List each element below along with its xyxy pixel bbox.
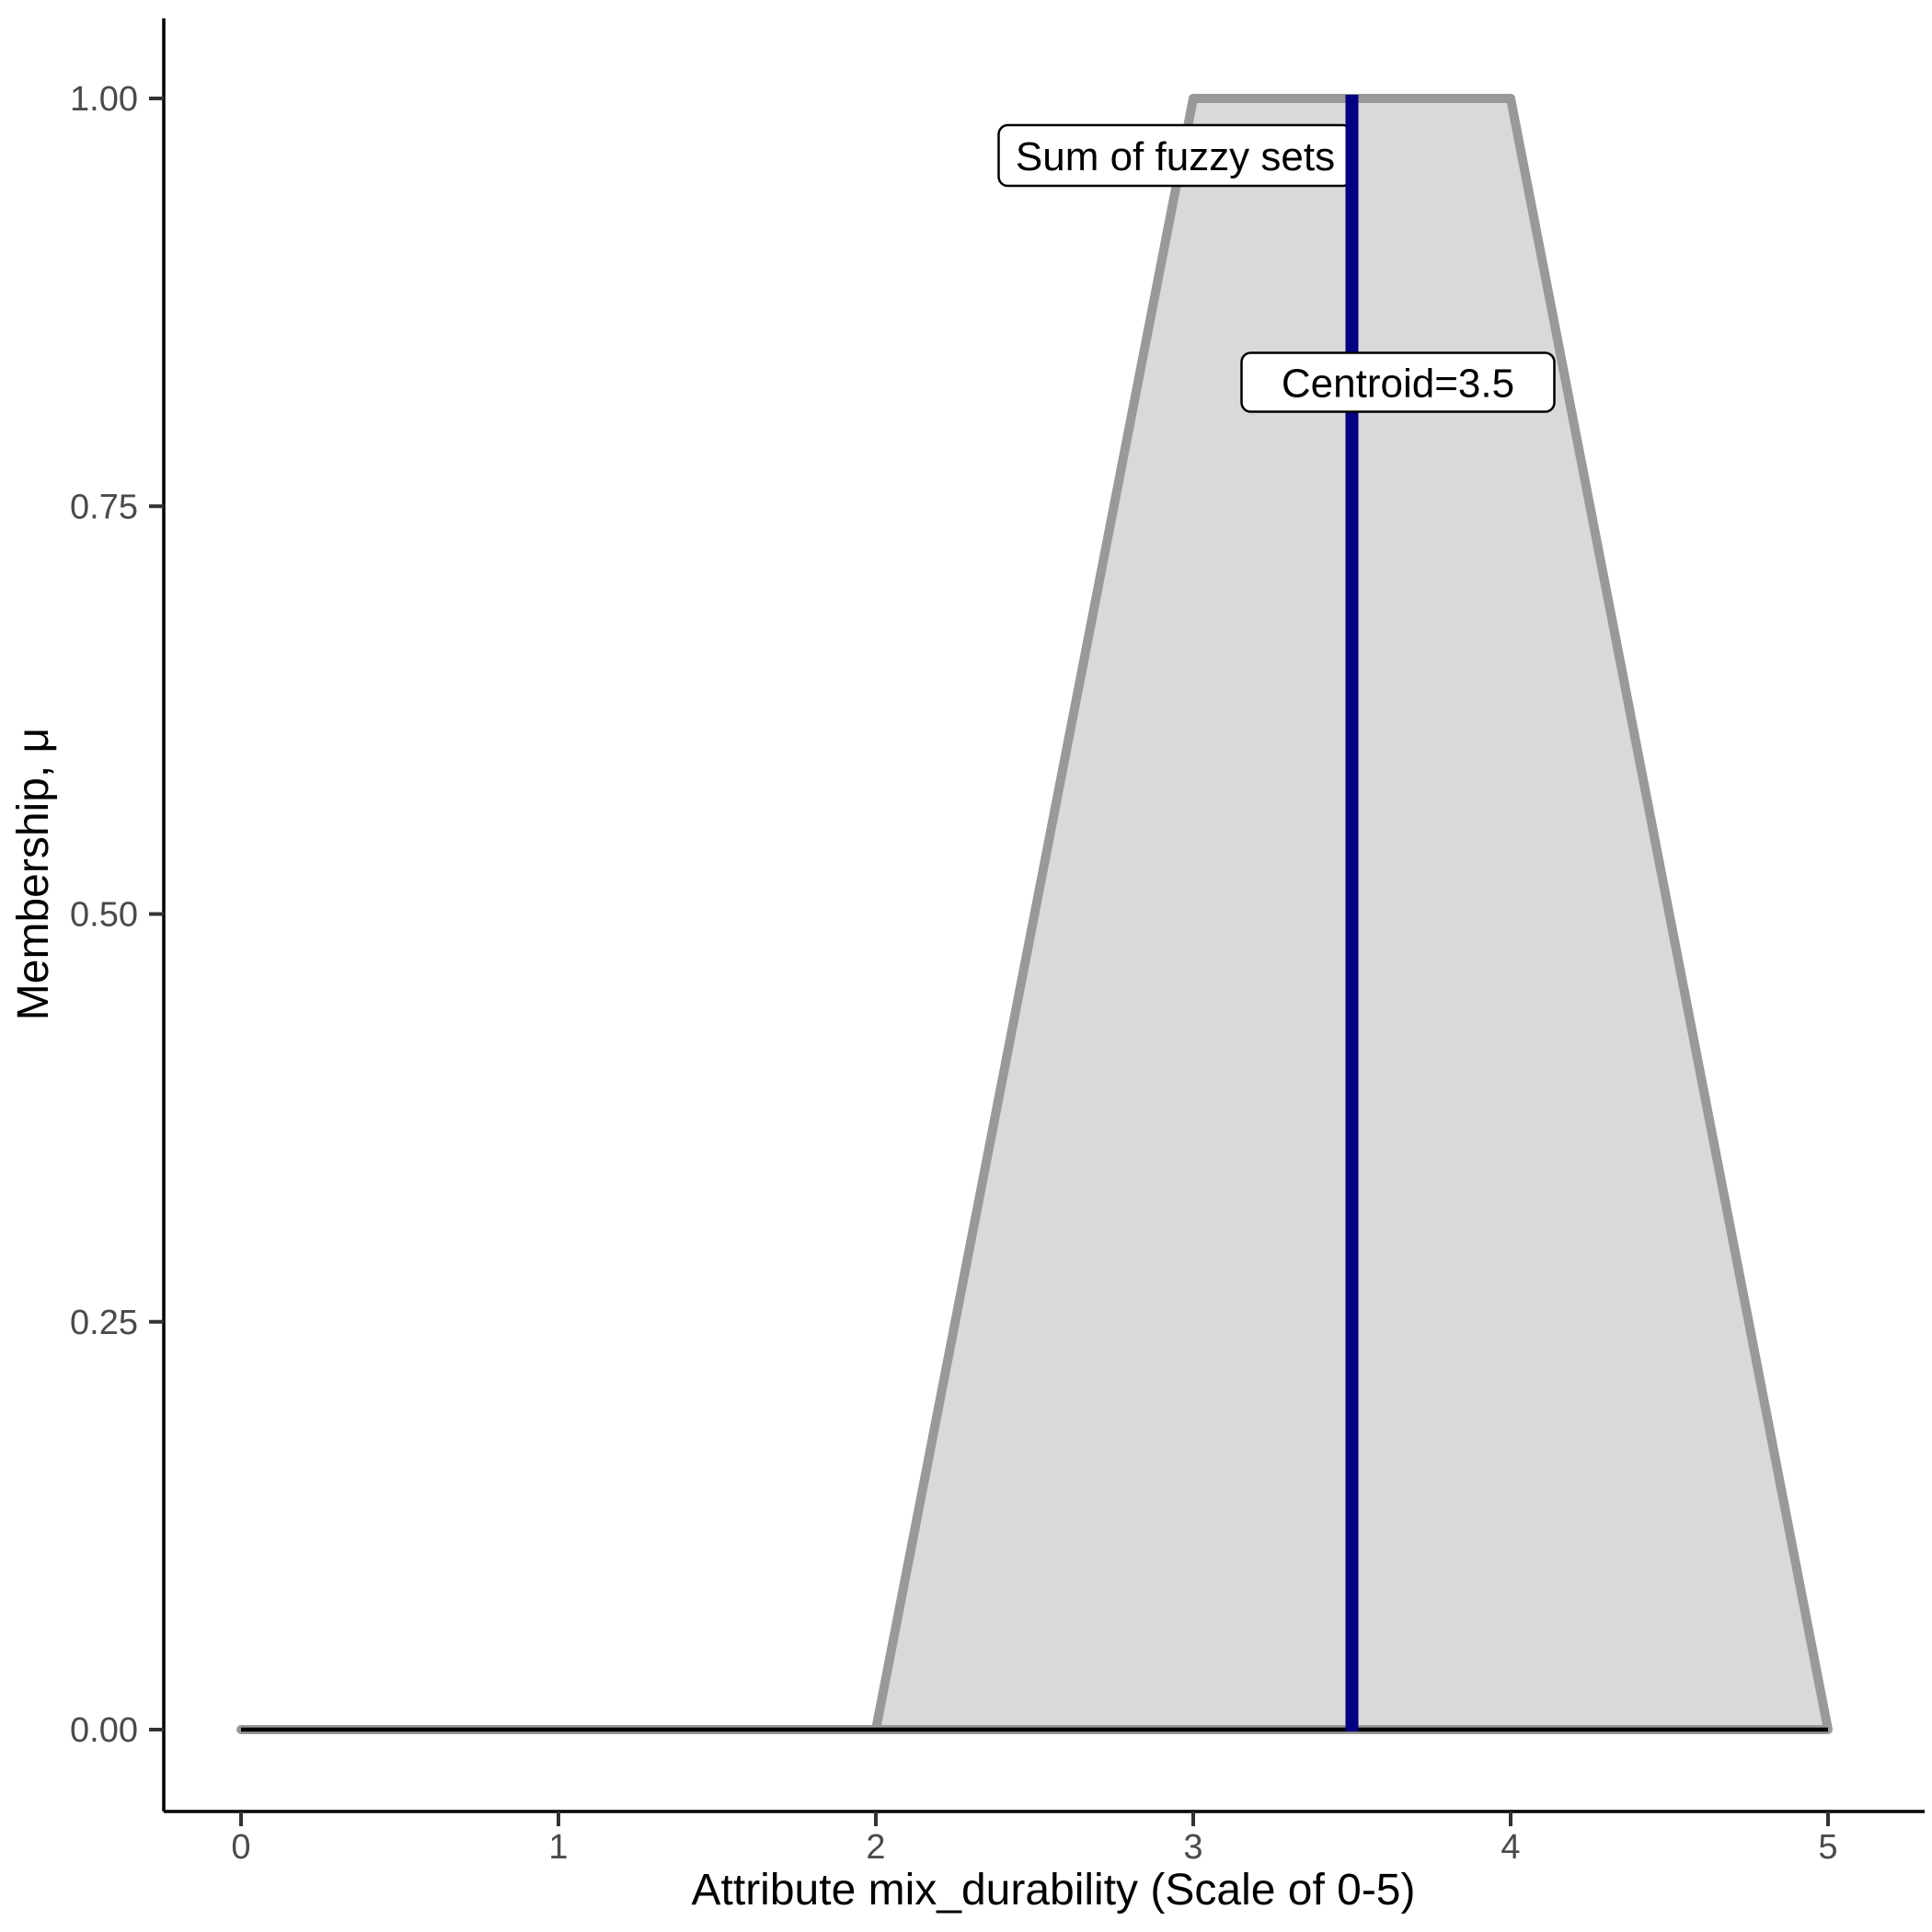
y-tick-label: 0.75 xyxy=(70,488,138,526)
centroid-label-text: Centroid=3.5 xyxy=(1282,362,1514,407)
centroid-label-box xyxy=(1240,351,1556,413)
x-tick-label: 4 xyxy=(1501,1828,1520,1867)
plot-area xyxy=(236,94,1833,1734)
x-tick-label: 5 xyxy=(1818,1828,1837,1867)
x-tick-label: 1 xyxy=(548,1828,568,1867)
y-tick-label: 1.00 xyxy=(70,80,138,119)
centroid-label-annotation: Centroid=3.5 xyxy=(1240,351,1556,413)
y-axis-ticks: 0.00 0.25 0.50 0.75 1.00 xyxy=(70,80,164,1750)
y-tick-label: 0.25 xyxy=(70,1304,138,1342)
fuzzy-sum-area xyxy=(236,94,1833,1734)
y-tick-label: 0.50 xyxy=(70,896,138,935)
x-tick-label: 0 xyxy=(231,1828,250,1867)
x-tick-label: 3 xyxy=(1183,1828,1202,1867)
axes: 0 1 2 3 4 5 0.00 0.25 0.50 0.75 1.00 Attribute mi… xyxy=(9,18,1925,1915)
x-axis-title: Attribute mix_durability (Scale of 0-5) xyxy=(692,1866,1416,1915)
sum-label-text: Sum of fuzzy sets xyxy=(1016,134,1335,179)
y-tick-label: 0.00 xyxy=(70,1711,138,1750)
x-axis-ticks: 0 1 2 3 4 5 xyxy=(231,1811,1838,1867)
y-axis-title: Membership, μ xyxy=(9,728,58,1020)
sum-label-annotation: Sum of fuzzy sets xyxy=(997,123,1353,188)
x-tick-label: 2 xyxy=(866,1828,885,1867)
